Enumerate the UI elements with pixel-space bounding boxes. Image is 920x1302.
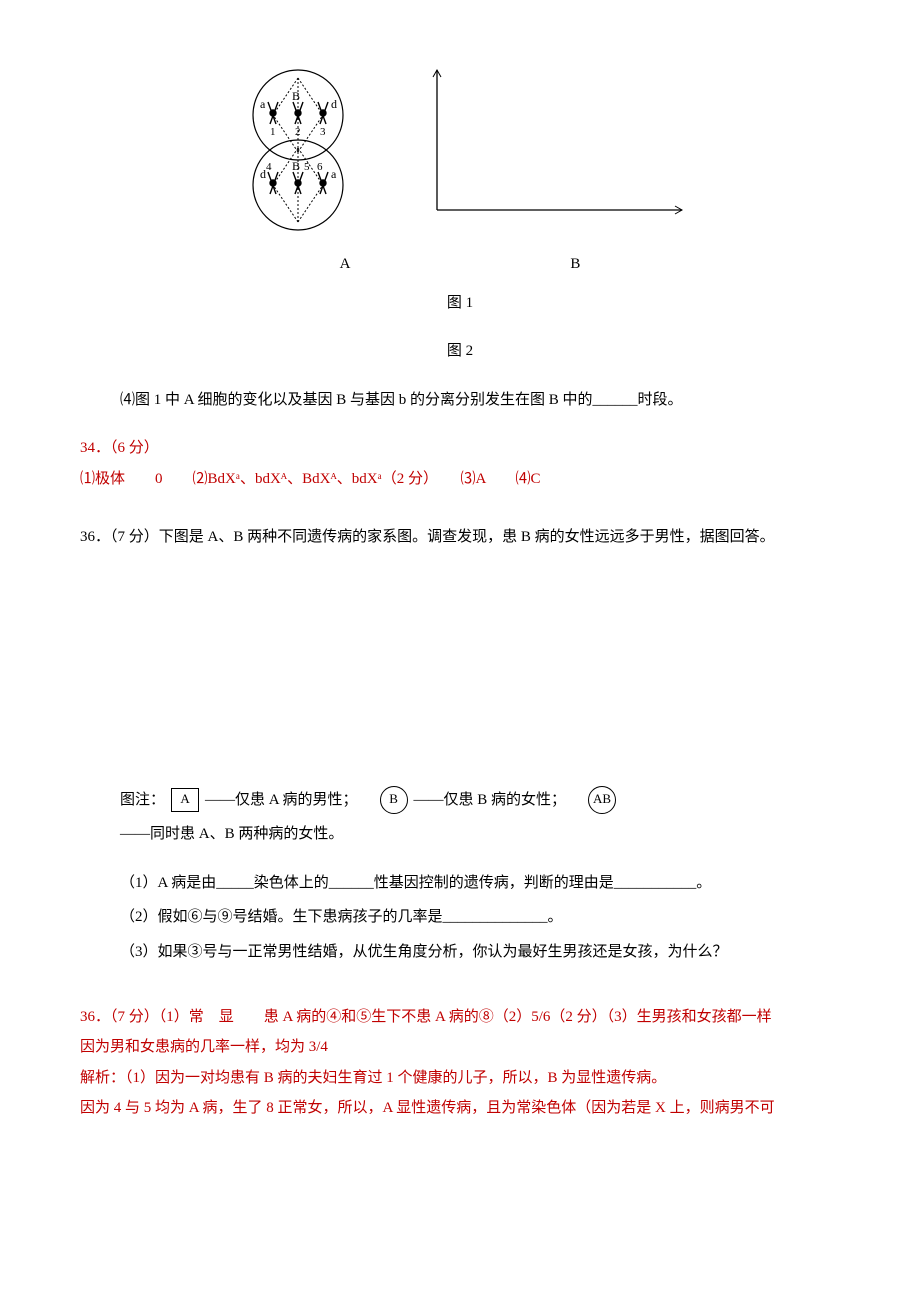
fig2-caption: 图 2 — [80, 337, 840, 366]
fig1-label-B: B — [570, 250, 580, 279]
svg-text:B: B — [292, 159, 300, 173]
pedigree-chart — [110, 562, 730, 772]
answer-36-line1: 因为男和女患病的几率一样，均为 3/4 — [80, 1033, 840, 1062]
fig1-sublabels: A B — [80, 250, 840, 279]
legend-square-A: A — [171, 788, 199, 812]
legend-circle-B: B — [380, 786, 408, 814]
answer-36-line0: 36．（7 分）（1）常 显 患 A 病的④和⑤生下不患 A 病的⑧（2）5/6… — [80, 1003, 840, 1032]
svg-text:a: a — [260, 97, 266, 111]
answer-36-line2: 解析：（1）因为一对均患有 B 病的夫妇生育过 1 个健康的儿子，所以，B 为显… — [80, 1064, 840, 1093]
q34-sub4-text: ⑷图 1 中 A 细胞的变化以及基因 B 与基因 b 的分离分别发生在图 B 中… — [120, 386, 840, 415]
figure-1-row: a1 B2 d3 d4 B5 a6 — [80, 60, 840, 240]
q36-header: 36．（7 分）下图是 A、B 两种不同遗传病的家系图。调查发现，患 B 病的女… — [80, 523, 840, 552]
svg-text:6: 6 — [317, 161, 323, 173]
fig1-chart-B — [382, 60, 702, 240]
svg-text:d: d — [331, 97, 337, 111]
fig1-label-A: A — [340, 250, 351, 279]
legend-prefix: 图注： — [120, 786, 165, 815]
svg-text:4: 4 — [266, 161, 272, 173]
svg-text:B: B — [292, 89, 300, 103]
pedigree-legend: 图注： A ——仅患 A 病的男性； B ——仅患 B 病的女性； AB ——同… — [120, 786, 840, 849]
svg-text:a: a — [331, 167, 337, 181]
svg-text:2: 2 — [295, 126, 301, 138]
answer-36: 36．（7 分）（1）常 显 患 A 病的④和⑤生下不患 A 病的⑧（2）5/6… — [80, 1003, 840, 1123]
svg-text:1: 1 — [270, 126, 276, 138]
answer-34-line: ⑴极体 0 ⑵BdXᵃ、bdXᴬ、BdXᴬ、bdXᵃ（2 分） ⑶A ⑷C — [80, 465, 840, 494]
q36-sub3: （3）如果③号与一正常男性结婚，从优生角度分析，你认为最好生男孩还是女孩，为什么… — [120, 938, 840, 967]
fig1-caption: 图 1 — [80, 289, 840, 318]
answer-34-header: 34．（6 分） — [80, 434, 840, 463]
svg-text:3: 3 — [320, 126, 326, 138]
legend-text-0: ——仅患 A 病的男性； — [205, 786, 358, 815]
fig1-cell-A: a1 B2 d3 d4 B5 a6 — [218, 60, 378, 240]
answer-36-line3: 因为 4 与 5 均为 A 病，生了 8 正常女，所以，A 显性遗传病，且为常染… — [80, 1094, 840, 1123]
legend-text-1: ——仅患 B 病的女性； — [414, 786, 567, 815]
legend-text-2: ——同时患 A、B 两种病的女性。 — [120, 820, 343, 849]
q36-sub1: （1）A 病是由_____染色体上的______性基因控制的遗传病，判断的理由是… — [120, 869, 840, 898]
q36-sub2: （2）假如⑥与⑨号结婚。生下患病孩子的几率是______________。 — [120, 903, 840, 932]
svg-text:5: 5 — [304, 161, 310, 173]
legend-circle-AB: AB — [588, 786, 616, 814]
answer-34: 34．（6 分） ⑴极体 0 ⑵BdXᵃ、bdXᴬ、BdXᴬ、bdXᵃ（2 分）… — [80, 434, 840, 493]
pedigree-wrapper — [110, 562, 840, 772]
